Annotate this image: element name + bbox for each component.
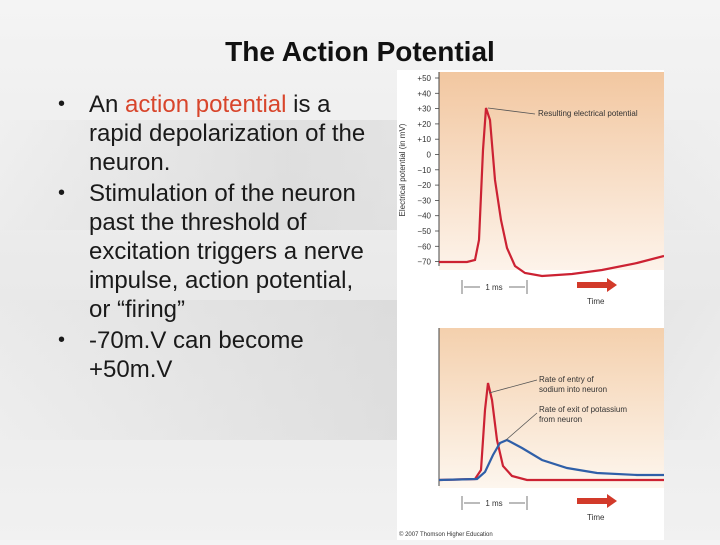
y-tick-label: +20 xyxy=(417,120,431,129)
y-tick-label: −40 xyxy=(417,212,431,221)
highlighted-term: action potential xyxy=(125,91,287,118)
y-tick-labels: +50 +40 +30 +20 +10 0 −10 −20 −30 −40 −50 −60 −70 xyxy=(417,74,439,267)
time-label: Time xyxy=(587,513,605,522)
y-tick-label: +40 xyxy=(417,89,431,98)
sodium-entry-curve xyxy=(438,382,664,482)
annotation-leader-line xyxy=(487,107,536,115)
bullet-item: -70m.V can become +50m.V xyxy=(58,326,378,384)
bullet-text: -70m.V can become +50m.V xyxy=(89,327,304,383)
action-potential-figure: Electrical potential (in mV) +50 +40 +30 +2… xyxy=(397,70,665,540)
scale-bar-label: 1 ms xyxy=(485,499,502,508)
potassium-annotation-line1: Rate of exit of potassium xyxy=(539,405,627,414)
resulting-potential-label: Resulting electrical potential xyxy=(538,109,638,118)
bottom-panel-background xyxy=(439,328,664,488)
scale-bar-label: 1 ms xyxy=(485,283,502,292)
bullet-list: An action potential is a rapid depolariz… xyxy=(58,90,378,384)
y-tick-label: −50 xyxy=(417,227,431,236)
y-tick-label: −20 xyxy=(417,181,431,190)
sodium-annotation-line2: sodium into neuron xyxy=(539,385,607,394)
y-tick-label: +10 xyxy=(417,135,431,144)
time-arrow-icon xyxy=(577,278,617,292)
time-label: Time xyxy=(587,297,605,306)
annotation-leader-line xyxy=(488,379,538,394)
y-axis-label: Electrical potential (in mV) xyxy=(398,123,407,216)
membrane-potential-curve xyxy=(439,107,665,278)
top-panel-background xyxy=(439,72,664,270)
bullet-text: is a rapid depolarization of the neuron. xyxy=(89,91,366,176)
copyright-credit: © 2007 Thomson Higher Education xyxy=(399,531,493,538)
bullet-text: An xyxy=(89,91,126,118)
bullet-text: Stimulation of the neuron past the thres… xyxy=(89,180,364,323)
bullet-item: An action potential is a rapid depolariz… xyxy=(58,90,378,177)
annotation-leader-line xyxy=(505,412,538,441)
y-tick-label: −70 xyxy=(417,258,431,267)
y-tick-label: −60 xyxy=(417,242,431,251)
slide-title: The Action Potential xyxy=(225,36,495,67)
y-tick-label: −30 xyxy=(417,196,431,205)
potassium-annotation-line2: from neuron xyxy=(539,415,582,424)
figure-svg: Electrical potential (in mV) +50 +40 +30 +2… xyxy=(398,72,665,538)
sodium-annotation-line1: Rate of entry of xyxy=(539,375,594,384)
y-tick-label: +50 xyxy=(417,74,431,83)
bullet-item: Stimulation of the neuron past the thres… xyxy=(58,179,378,324)
y-tick-label: +30 xyxy=(417,105,431,114)
potassium-exit-curve xyxy=(438,438,664,482)
y-tick-label: 0 xyxy=(427,151,432,160)
y-tick-label: −10 xyxy=(417,166,431,175)
time-arrow-icon xyxy=(577,494,617,508)
